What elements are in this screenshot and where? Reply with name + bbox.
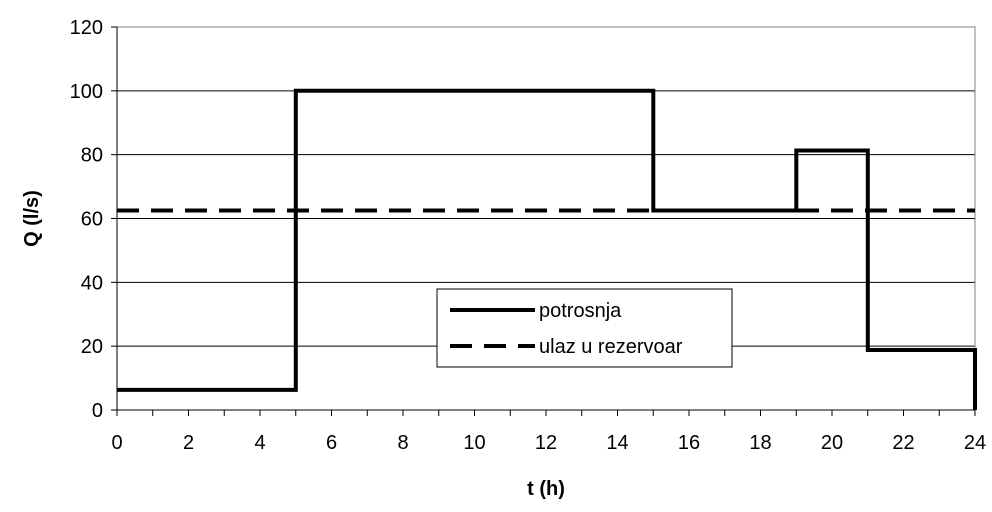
y-tick-label-80: 80 [81, 145, 103, 167]
legend-box [436, 288, 733, 368]
x-tick-label-4: 4 [254, 432, 265, 454]
y-tick-label-100: 100 [70, 81, 103, 103]
x-tick-label-2: 2 [183, 432, 194, 454]
x-tick-label-22: 22 [892, 432, 914, 454]
y-tick-label-40: 40 [81, 272, 103, 294]
legend-label-potrosnja: potrosnja [539, 300, 622, 322]
y-tick-label-60: 60 [81, 209, 103, 231]
x-tick-label-8: 8 [397, 432, 408, 454]
series-layer [117, 88, 977, 410]
x-axis-title: t (h) [527, 478, 565, 500]
x-tick-label-20: 20 [821, 432, 843, 454]
y-tick-label-20: 20 [81, 336, 103, 358]
x-tick-label-24: 24 [964, 432, 986, 454]
y-tick-label-120: 120 [70, 17, 103, 39]
x-tick-label-10: 10 [463, 432, 485, 454]
legend-label-ulaz-u-rezervoar: ulaz u rezervoar [539, 336, 683, 358]
x-tick-label-16: 16 [678, 432, 700, 454]
x-tick-label-12: 12 [535, 432, 557, 454]
y-tick-label-0: 0 [92, 400, 103, 422]
x-tick-label-18: 18 [749, 432, 771, 454]
x-tick-label-14: 14 [606, 432, 628, 454]
x-tick-label-0: 0 [111, 432, 122, 454]
legend: potrosnja ulaz u rezervoar [436, 288, 733, 368]
x-tick-label-6: 6 [326, 432, 337, 454]
y-axis-title: Q (l/s) [21, 190, 43, 247]
series-line-potrosnja [117, 88, 977, 410]
